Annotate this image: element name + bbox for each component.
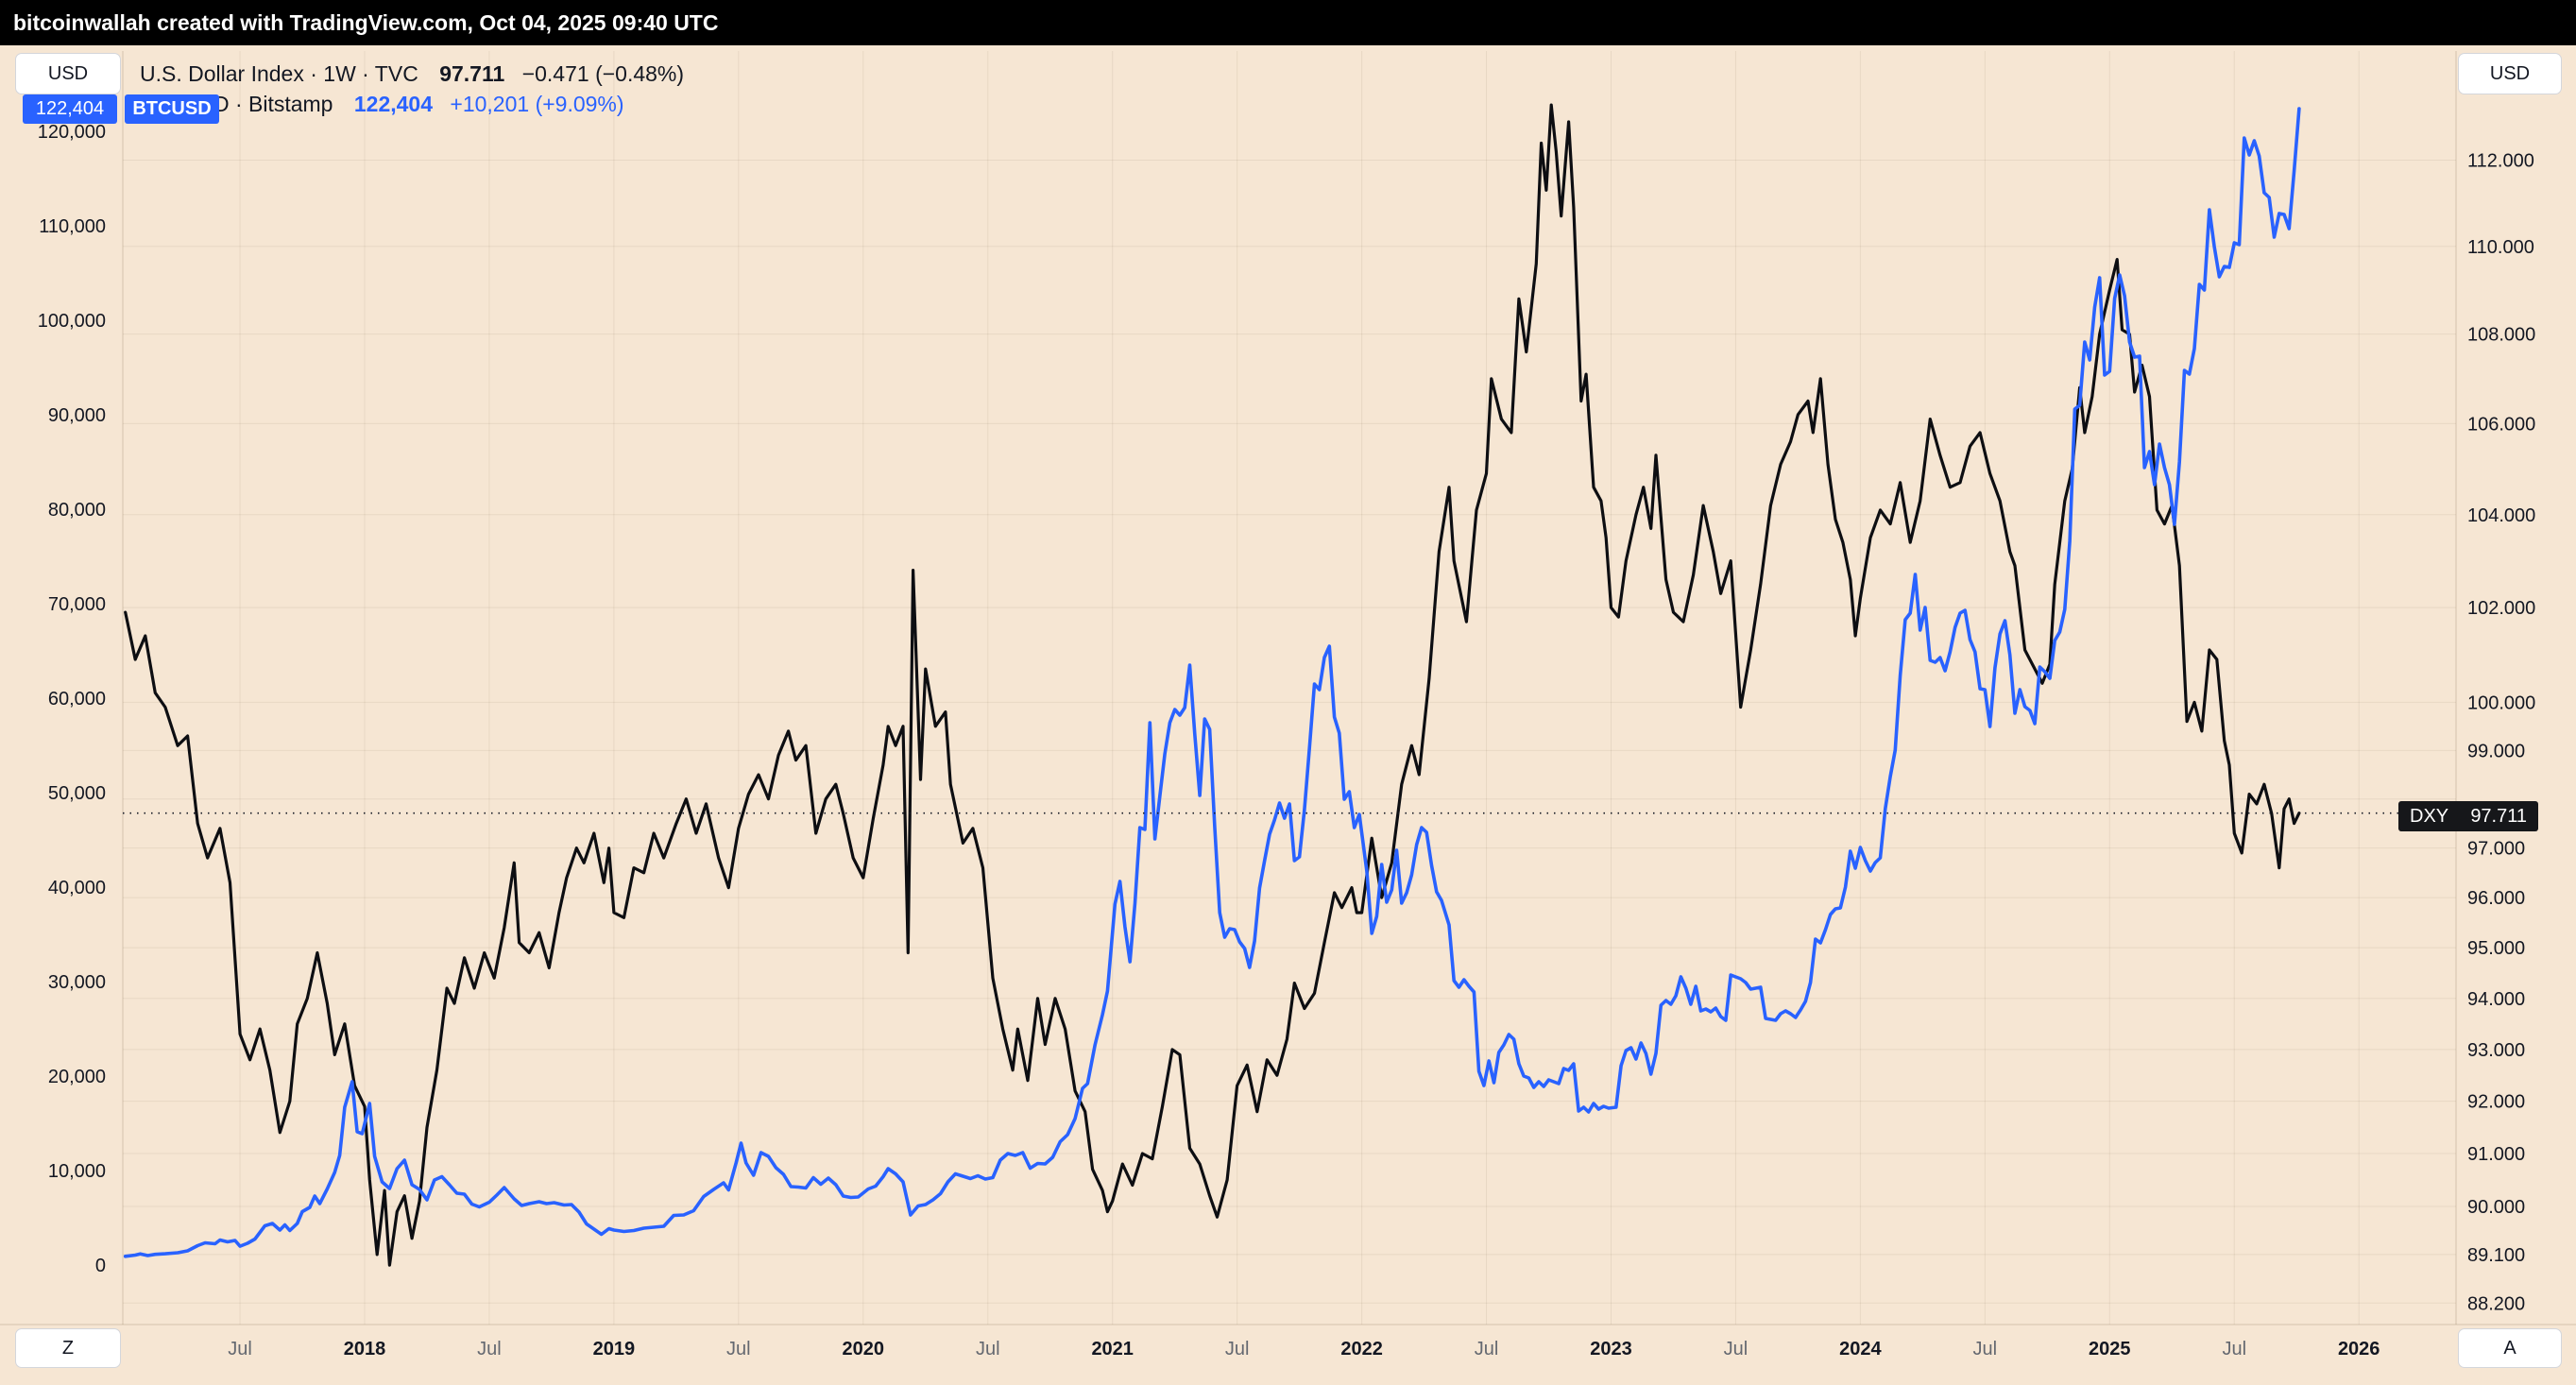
svg-text:20,000: 20,000 bbox=[48, 1067, 106, 1087]
svg-text:Jul: Jul bbox=[1225, 1339, 1250, 1359]
dxy-last-value: 97.711 bbox=[439, 61, 505, 86]
btc-change: +10,201 (+9.09%) bbox=[450, 92, 624, 116]
svg-text:90.000: 90.000 bbox=[2467, 1197, 2525, 1218]
svg-text:91.000: 91.000 bbox=[2467, 1144, 2525, 1165]
svg-text:112.000: 112.000 bbox=[2467, 151, 2534, 172]
svg-text:2020: 2020 bbox=[843, 1339, 885, 1359]
dxy-symbol-label: DXY bbox=[2410, 805, 2449, 827]
svg-text:0: 0 bbox=[95, 1256, 106, 1276]
svg-text:102.000: 102.000 bbox=[2467, 598, 2535, 619]
svg-text:88.200: 88.200 bbox=[2467, 1293, 2525, 1314]
svg-text:97.000: 97.000 bbox=[2467, 839, 2525, 860]
timezone-button[interactable]: Z bbox=[15, 1328, 121, 1368]
svg-text:90,000: 90,000 bbox=[48, 405, 106, 426]
auto-scale-button[interactable]: A bbox=[2458, 1328, 2562, 1368]
svg-text:Jul: Jul bbox=[1973, 1339, 1998, 1359]
svg-text:106.000: 106.000 bbox=[2467, 414, 2535, 435]
svg-text:Jul: Jul bbox=[976, 1339, 1000, 1359]
svg-text:96.000: 96.000 bbox=[2467, 888, 2525, 909]
svg-text:104.000: 104.000 bbox=[2467, 505, 2535, 526]
svg-text:100,000: 100,000 bbox=[38, 311, 106, 332]
svg-text:94.000: 94.000 bbox=[2467, 989, 2525, 1010]
attribution-text: bitcoinwallah created with TradingView.c… bbox=[13, 9, 719, 35]
chart-canvas[interactable]: Jul 2018 Jul 2019 Jul 2020 Jul 2021 Jul 2022 Jul 20… bbox=[0, 45, 2576, 1385]
svg-text:50,000: 50,000 bbox=[48, 783, 106, 804]
svg-text:10,000: 10,000 bbox=[48, 1161, 106, 1182]
btc-symbol-axis-label: BTCUSD bbox=[125, 94, 219, 124]
svg-text:Jul: Jul bbox=[228, 1339, 252, 1359]
svg-text:60,000: 60,000 bbox=[48, 689, 106, 710]
svg-text:Jul: Jul bbox=[2222, 1339, 2246, 1359]
dxy-series-title: U.S. Dollar Index · 1W · TVC bbox=[140, 61, 418, 86]
svg-text:Jul: Jul bbox=[1724, 1339, 1749, 1359]
svg-text:2019: 2019 bbox=[593, 1339, 636, 1359]
dxy-price-value: 97.711 bbox=[2470, 805, 2527, 827]
svg-text:89.100: 89.100 bbox=[2467, 1245, 2525, 1266]
svg-text:80,000: 80,000 bbox=[48, 500, 106, 521]
svg-text:108.000: 108.000 bbox=[2467, 325, 2535, 346]
dxy-change: −0.471 (−0.48%) bbox=[521, 61, 685, 86]
attribution-bar: bitcoinwallah created with TradingView.c… bbox=[0, 0, 2576, 45]
svg-text:Jul: Jul bbox=[1475, 1339, 1499, 1359]
svg-text:30,000: 30,000 bbox=[48, 972, 106, 993]
svg-text:70,000: 70,000 bbox=[48, 594, 106, 615]
svg-text:Jul: Jul bbox=[726, 1339, 751, 1359]
svg-text:2025: 2025 bbox=[2089, 1339, 2131, 1359]
svg-text:110.000: 110.000 bbox=[2467, 237, 2534, 258]
legend-row-dxy[interactable]: U.S. Dollar Index · 1W · TVC 97.711 −0.4… bbox=[140, 59, 684, 89]
svg-text:2021: 2021 bbox=[1091, 1339, 1134, 1359]
svg-text:110,000: 110,000 bbox=[39, 216, 106, 237]
svg-text:2018: 2018 bbox=[344, 1339, 386, 1359]
dxy-price-axis-label: DXY 97.711 bbox=[2398, 801, 2538, 831]
left-price-scale-currency-button[interactable]: USD bbox=[15, 53, 121, 94]
legend: U.S. Dollar Index · 1W · TVC 97.711 −0.4… bbox=[140, 59, 684, 119]
svg-text:Jul: Jul bbox=[477, 1339, 502, 1359]
btc-last-value: 122,404 bbox=[353, 92, 434, 116]
svg-text:93.000: 93.000 bbox=[2467, 1040, 2525, 1061]
svg-text:2023: 2023 bbox=[1590, 1339, 1632, 1359]
svg-text:92.000: 92.000 bbox=[2467, 1092, 2525, 1113]
btc-price-axis-label: 122,404 bbox=[23, 94, 117, 124]
svg-text:2026: 2026 bbox=[2338, 1339, 2380, 1359]
svg-text:2022: 2022 bbox=[1340, 1339, 1383, 1359]
right-price-scale-currency-button[interactable]: USD bbox=[2458, 53, 2562, 94]
svg-text:40,000: 40,000 bbox=[48, 878, 106, 898]
svg-text:2024: 2024 bbox=[1839, 1339, 1882, 1359]
svg-text:99.000: 99.000 bbox=[2467, 741, 2525, 761]
svg-text:95.000: 95.000 bbox=[2467, 938, 2525, 959]
svg-text:120,000: 120,000 bbox=[38, 122, 106, 143]
legend-row-btc[interactable]: BTCUSD · Bitstamp 122,404 +10,201 (+9.09… bbox=[140, 89, 684, 119]
svg-text:100.000: 100.000 bbox=[2467, 692, 2535, 713]
